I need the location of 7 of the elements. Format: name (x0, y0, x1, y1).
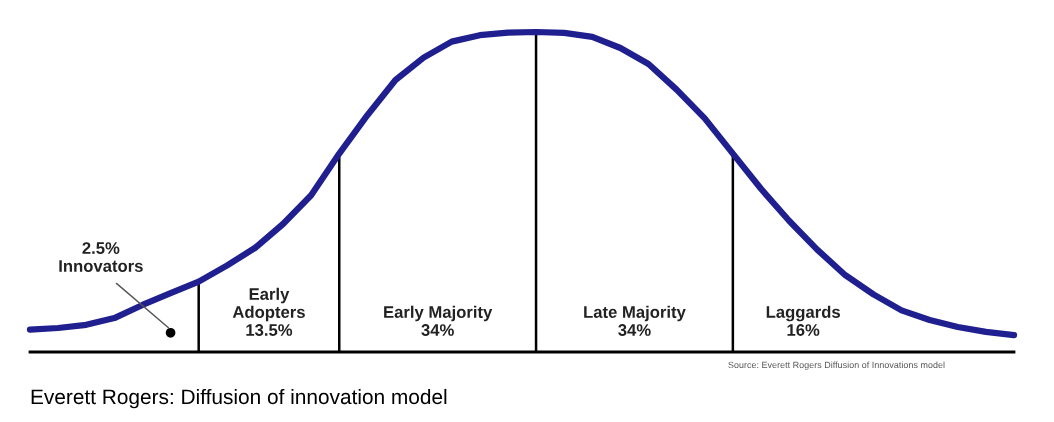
text: Everett Rogers: Diffusion of innovation model (31, 388, 447, 409)
source-note: Source: Everett Rogers Diffusion of Innovations model (728, 361, 945, 370)
annotation: Late Majority 34% (584, 305, 686, 336)
annotation: Early Majority 34% (384, 305, 493, 336)
annotation: 2.5% Innovators (59, 242, 143, 272)
annotation: Early Adopters 13.5% (232, 287, 305, 336)
annotation: Laggards 16% (766, 305, 840, 336)
